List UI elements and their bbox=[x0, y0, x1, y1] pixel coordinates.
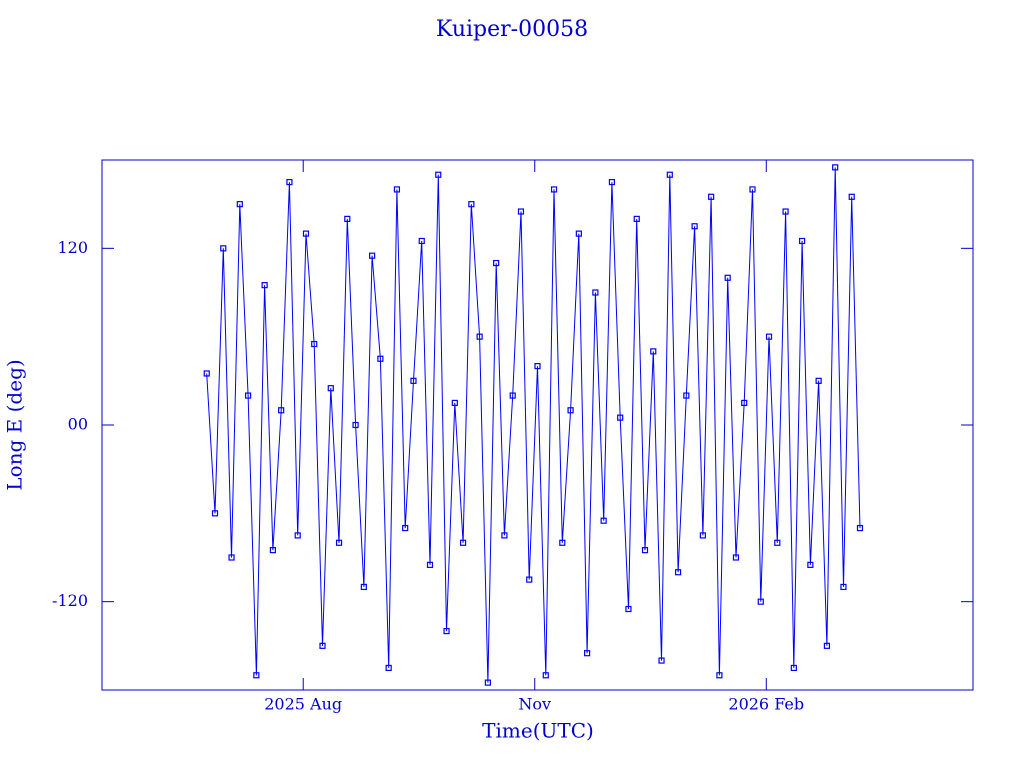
data-point bbox=[732, 554, 740, 561]
data-point bbox=[360, 583, 367, 591]
data-point bbox=[774, 539, 781, 546]
data-point bbox=[344, 215, 351, 222]
data-point bbox=[253, 672, 260, 679]
data-point bbox=[617, 414, 624, 421]
x-tick-label: 2025 Aug bbox=[264, 695, 342, 714]
data-point bbox=[807, 561, 814, 568]
data-point bbox=[435, 171, 442, 178]
data-point bbox=[335, 539, 343, 546]
data-point bbox=[799, 237, 806, 245]
data-point bbox=[584, 650, 591, 657]
data-point bbox=[550, 186, 558, 193]
data-point bbox=[708, 193, 715, 200]
data-point bbox=[567, 407, 574, 414]
data-point bbox=[377, 355, 384, 362]
data-point bbox=[302, 230, 310, 237]
data-point bbox=[393, 186, 401, 193]
data-point bbox=[526, 576, 533, 583]
data-point bbox=[493, 259, 500, 267]
data-point bbox=[848, 193, 855, 200]
data-point bbox=[484, 679, 491, 686]
data-point bbox=[790, 664, 797, 672]
data-point bbox=[327, 385, 334, 392]
data-point bbox=[840, 583, 847, 591]
data-point bbox=[749, 186, 756, 193]
data-point bbox=[757, 598, 764, 605]
data-point bbox=[369, 252, 376, 259]
data-point bbox=[418, 237, 425, 245]
data-point bbox=[319, 642, 326, 649]
data-point bbox=[352, 421, 359, 429]
data-point bbox=[261, 282, 268, 289]
data-point bbox=[228, 554, 235, 561]
data-point bbox=[203, 370, 210, 377]
data-point bbox=[575, 230, 582, 237]
data-point bbox=[674, 569, 682, 576]
data-point bbox=[815, 377, 822, 384]
data-point bbox=[559, 539, 566, 546]
data-point bbox=[517, 208, 525, 215]
data-point bbox=[650, 348, 657, 355]
data-point bbox=[501, 532, 508, 539]
data-point bbox=[699, 532, 706, 539]
data-point bbox=[468, 201, 475, 208]
data-point bbox=[782, 208, 789, 215]
data-point bbox=[592, 289, 599, 296]
data-point bbox=[269, 547, 276, 554]
data-point bbox=[278, 407, 285, 414]
data-point bbox=[856, 524, 864, 532]
data-point bbox=[451, 399, 458, 407]
data-point bbox=[236, 201, 243, 208]
data-point bbox=[724, 274, 731, 281]
chart-title: Kuiper-00058 bbox=[436, 17, 588, 42]
data-point bbox=[211, 510, 219, 517]
plot-frame bbox=[101, 159, 974, 691]
data-point bbox=[633, 215, 640, 222]
data-line bbox=[206, 167, 861, 683]
data-point bbox=[608, 178, 616, 186]
data-point bbox=[509, 392, 516, 399]
data-point bbox=[765, 333, 773, 340]
data-point bbox=[542, 672, 549, 679]
x-tick-label: Nov bbox=[518, 695, 551, 714]
data-point bbox=[534, 363, 541, 370]
y-tick-label: 120 bbox=[57, 238, 88, 257]
data-point bbox=[286, 178, 293, 186]
data-point bbox=[832, 164, 839, 171]
data-point bbox=[410, 377, 417, 384]
data-point bbox=[311, 340, 318, 348]
data-point bbox=[294, 532, 301, 539]
data-point bbox=[476, 333, 483, 340]
data-point bbox=[459, 539, 467, 546]
data-point bbox=[443, 628, 450, 635]
data-point bbox=[716, 672, 723, 679]
y-tick-label: 00 bbox=[68, 415, 88, 434]
data-point bbox=[823, 642, 831, 649]
data-point bbox=[426, 561, 434, 568]
data-point bbox=[641, 547, 649, 554]
y-axis-label: Long E (deg) bbox=[3, 359, 27, 490]
data-point bbox=[220, 245, 227, 252]
data-point bbox=[691, 223, 698, 230]
data-point bbox=[625, 605, 632, 613]
data-point bbox=[402, 524, 409, 532]
x-axis-label: Time(UTC) bbox=[482, 719, 594, 743]
data-point bbox=[666, 171, 673, 178]
data-point bbox=[600, 517, 607, 524]
data-point bbox=[658, 657, 665, 664]
y-tick-label: -120 bbox=[52, 591, 88, 610]
x-tick-label: 2026 Feb bbox=[728, 695, 804, 714]
data-point bbox=[683, 392, 690, 399]
data-point bbox=[244, 392, 252, 399]
data-point bbox=[385, 664, 392, 672]
data-point bbox=[741, 399, 748, 407]
